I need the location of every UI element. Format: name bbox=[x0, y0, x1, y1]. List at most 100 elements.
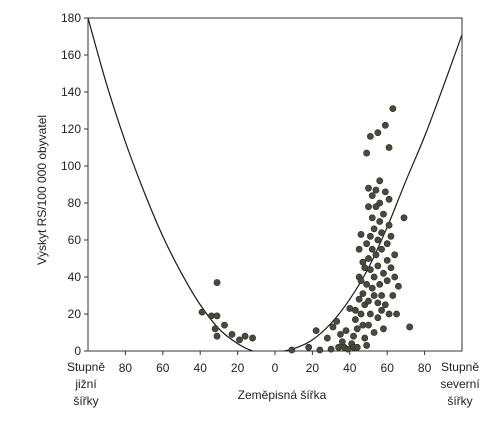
x-tick-label: 0 bbox=[272, 361, 279, 375]
data-point bbox=[389, 105, 397, 113]
data-point bbox=[363, 342, 371, 349]
left-edge-label-line-3: šířky bbox=[73, 394, 98, 408]
data-point bbox=[363, 240, 371, 248]
data-point bbox=[374, 236, 382, 244]
data-point bbox=[361, 264, 369, 272]
data-point bbox=[378, 245, 385, 253]
data-point bbox=[406, 323, 414, 331]
data-point bbox=[352, 306, 359, 314]
data-point bbox=[249, 334, 256, 342]
data-point bbox=[376, 199, 384, 207]
data-point bbox=[236, 336, 243, 344]
data-point bbox=[213, 279, 221, 286]
data-point bbox=[312, 327, 320, 335]
data-point bbox=[357, 231, 365, 238]
y-tick-label: 180 bbox=[61, 11, 81, 25]
right-edge-label-line-2: severní bbox=[440, 377, 480, 391]
data-point bbox=[383, 256, 391, 264]
right-edge-label-line-3: šířky bbox=[447, 394, 472, 408]
data-point bbox=[387, 264, 395, 272]
data-point bbox=[368, 245, 376, 253]
data-point bbox=[316, 346, 324, 354]
left-edge-label: Stupně jižní šířky bbox=[67, 360, 105, 408]
data-point bbox=[198, 308, 206, 316]
data-point bbox=[344, 345, 352, 353]
data-point bbox=[357, 277, 365, 285]
data-point bbox=[385, 195, 393, 203]
data-point bbox=[368, 284, 376, 292]
data-point bbox=[376, 177, 384, 185]
data-point bbox=[376, 218, 384, 225]
data-point bbox=[305, 343, 313, 351]
x-tick-label: 60 bbox=[381, 361, 395, 375]
x-axis-label: Zeměpisná šířka bbox=[238, 388, 327, 402]
data-point bbox=[228, 330, 236, 338]
data-point bbox=[241, 332, 249, 340]
data-point bbox=[213, 332, 221, 340]
data-point bbox=[365, 203, 372, 211]
y-tick-label: 20 bbox=[68, 307, 82, 321]
data-point bbox=[387, 232, 395, 240]
data-point bbox=[352, 316, 359, 323]
data-point bbox=[383, 240, 391, 248]
left-edge-label-line-2: jižní bbox=[74, 377, 97, 391]
data-point bbox=[395, 282, 402, 290]
fit-curve bbox=[88, 18, 462, 351]
data-point bbox=[380, 325, 387, 333]
left-edge-label-line-1: Stupně bbox=[67, 360, 105, 374]
data-point bbox=[323, 334, 331, 342]
data-point bbox=[288, 346, 296, 354]
x-tick-label: 20 bbox=[231, 361, 245, 375]
x-tick-label: 80 bbox=[418, 361, 432, 375]
x-tick-label: 20 bbox=[306, 361, 320, 375]
data-point bbox=[370, 225, 378, 233]
data-point bbox=[365, 184, 372, 192]
y-tick-label: 40 bbox=[68, 270, 82, 284]
data-point bbox=[378, 229, 385, 236]
data-point bbox=[353, 325, 361, 333]
data-point bbox=[337, 330, 344, 338]
y-tick-label: 120 bbox=[61, 122, 81, 136]
data-point bbox=[357, 310, 365, 318]
data-point bbox=[374, 262, 382, 270]
data-point bbox=[391, 251, 399, 259]
data-point bbox=[350, 332, 357, 340]
data-point bbox=[365, 255, 372, 262]
data-point bbox=[359, 290, 367, 298]
data-point bbox=[376, 280, 384, 288]
data-point bbox=[366, 232, 374, 240]
data-point bbox=[208, 312, 215, 320]
x-tick-label: 40 bbox=[194, 361, 208, 375]
y-axis-label: Výskyt RS/100 000 obyvatel bbox=[35, 115, 49, 265]
data-point bbox=[374, 299, 382, 307]
data-point bbox=[378, 306, 385, 314]
data-point bbox=[327, 345, 335, 353]
data-point bbox=[380, 210, 387, 218]
data-point bbox=[211, 325, 219, 333]
data-point bbox=[355, 245, 363, 253]
right-edge-label: Stupně severní šířky bbox=[440, 360, 480, 408]
data-point bbox=[355, 295, 363, 303]
data-point bbox=[393, 310, 400, 318]
data-point bbox=[400, 214, 408, 222]
data-point bbox=[368, 192, 376, 199]
data-point bbox=[329, 323, 337, 331]
data-point bbox=[374, 129, 382, 137]
data-point bbox=[389, 292, 397, 299]
data-point bbox=[335, 343, 342, 351]
y-tick-label: 100 bbox=[61, 159, 81, 173]
x-tick-label: 80 bbox=[119, 361, 133, 375]
data-point bbox=[363, 280, 371, 288]
data-point bbox=[370, 329, 378, 336]
data-point bbox=[370, 292, 378, 299]
x-tick-label: 40 bbox=[343, 361, 357, 375]
data-point bbox=[342, 327, 350, 335]
data-point bbox=[363, 149, 371, 157]
points-layer bbox=[198, 105, 414, 354]
data-point bbox=[365, 321, 372, 329]
data-point bbox=[365, 297, 372, 305]
y-axis-ticks: 0 20 40 60 80 100 120 140 160 180 bbox=[61, 11, 88, 358]
right-edge-label-line-1: Stupně bbox=[441, 360, 479, 374]
data-point bbox=[374, 314, 382, 322]
data-point bbox=[381, 188, 389, 196]
